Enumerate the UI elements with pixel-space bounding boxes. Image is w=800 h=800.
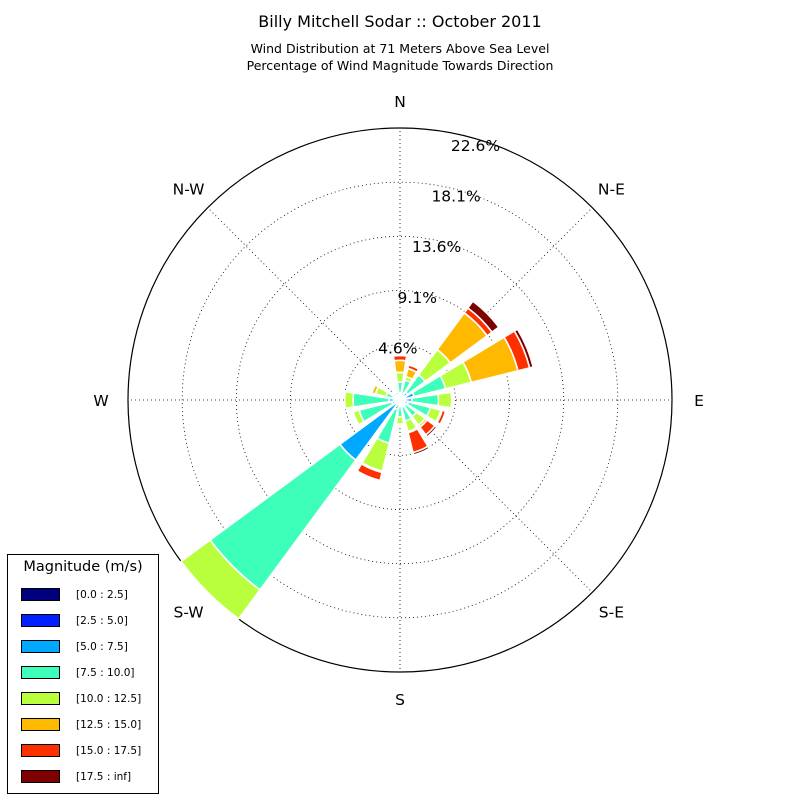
legend-swatch — [21, 718, 60, 731]
wind-bar-315deg-bin-4 — [391, 391, 397, 397]
legend-swatch — [21, 770, 60, 783]
direction-label-n-e: N-E — [598, 181, 625, 199]
legend-swatch — [21, 640, 60, 653]
direction-label-s: S — [395, 691, 405, 709]
wind-bar-225deg-bin-4 — [179, 538, 262, 621]
wind-bar-247.5deg-bin-4 — [352, 409, 366, 426]
legend-title: Magnitude (m/s) — [23, 559, 143, 575]
legend-label: [17.5 : inf] — [76, 771, 132, 783]
wind-bar-112.5deg-bin-7 — [439, 410, 448, 426]
spoke-gridline-n-w — [207, 207, 401, 401]
radial-tick-label: 18.1% — [431, 188, 480, 206]
wind-bar-67.5deg-bin-7 — [513, 328, 535, 369]
wind-bar-90deg-bin-5 — [450, 391, 454, 409]
radial-tick-label: 9.1% — [398, 289, 437, 307]
legend-label: [15.0 : 17.5] — [76, 745, 142, 757]
wind-bar-180deg-bin-4 — [395, 415, 405, 425]
radial-tick-label: 22.6% — [451, 137, 500, 155]
direction-label-n: N — [394, 93, 406, 111]
ring-gridline — [344, 344, 456, 456]
ring-gridline — [181, 181, 619, 619]
wind-bar-0deg-bin-7 — [392, 353, 408, 357]
wind-bar-0deg-bin-5 — [393, 359, 407, 374]
wind-bar-337.5deg-bin-4 — [393, 389, 399, 394]
wind-bar-0deg-bin-4 — [394, 371, 406, 384]
wind-bar-202.5deg-bin-7 — [355, 470, 382, 483]
direction-label-w: W — [93, 392, 108, 410]
legend-swatch — [21, 614, 60, 627]
legend-label: [2.5 : 5.0] — [76, 615, 128, 627]
direction-label-s-e: S-E — [599, 603, 624, 621]
wind-bar-22.5deg-bin-6 — [406, 363, 420, 374]
wind-bar-270deg-bin-4 — [343, 390, 355, 410]
wind-bar-45deg-bin-7 — [466, 300, 500, 334]
legend: Magnitude (m/s) [0.0 : 2.5] [2.5 : 5.0] [5… — [7, 554, 159, 794]
legend-label: [12.5 : 15.0] — [76, 719, 142, 731]
legend-swatch — [21, 588, 60, 601]
legend-swatch — [21, 666, 60, 679]
direction-label-n-w: N-W — [173, 181, 205, 199]
legend-label: [0.0 : 2.5] — [76, 589, 128, 601]
wind-bar-135deg-bin-7 — [424, 424, 438, 438]
radial-tick-label: 4.6% — [378, 339, 417, 357]
outer-frame — [127, 127, 673, 673]
legend-label: [10.0 : 12.5] — [76, 693, 142, 705]
direction-label-e: E — [694, 392, 704, 410]
legend-swatch — [21, 744, 60, 757]
legend-label: [7.5 : 10.0] — [76, 667, 135, 679]
ring-gridline — [235, 235, 565, 565]
wind-bar-90deg-bin-4 — [437, 391, 453, 409]
chart-subtitle-line-2: Percentage of Wind Magnitude Towards Dir… — [246, 58, 554, 73]
direction-label-s-w: S-W — [174, 603, 204, 621]
wind-bar-292.5deg-bin-5 — [370, 383, 380, 395]
wind-bar-157.5deg-bin-7 — [412, 445, 431, 456]
legend-swatch — [21, 692, 60, 705]
chart-subtitle-line-1: Wind Distribution at 71 Meters Above Sea… — [250, 41, 550, 56]
radial-tick-label: 13.6% — [412, 238, 461, 256]
legend-label: [5.0 : 7.5] — [76, 641, 128, 653]
chart-title: Billy Mitchell Sodar :: October 2011 — [258, 12, 542, 31]
